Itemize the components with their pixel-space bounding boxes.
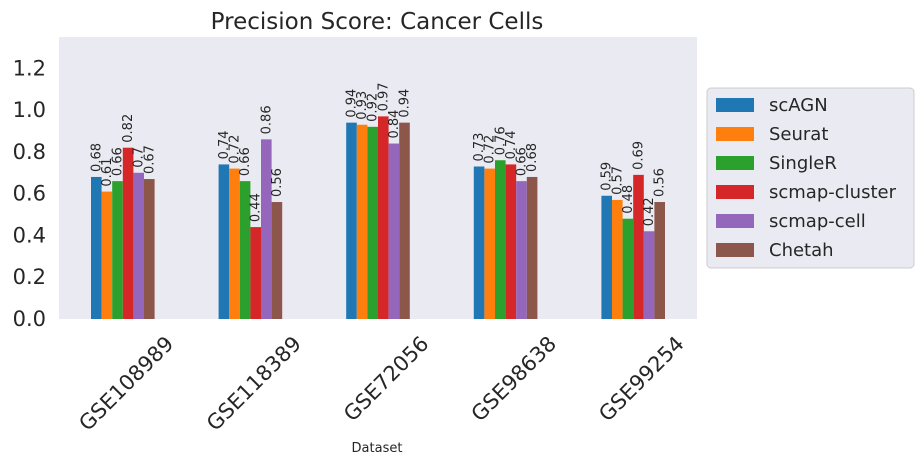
bar-value-label: 0.84 <box>387 110 402 139</box>
legend-items: scAGN Seurat SingleR scmap-cluster scmap-cel… <box>716 95 897 261</box>
bar-value-label: 0.86 <box>259 105 274 134</box>
y-tick-label: 0.0 <box>13 307 46 331</box>
bar-value-label: 0.59 <box>600 162 615 191</box>
bar-value-label: 0.61 <box>100 158 115 187</box>
x-axis-label: Dataset <box>352 441 403 456</box>
bar-scmap-cell <box>133 172 144 319</box>
bar-scagn <box>473 166 485 319</box>
bar-singler <box>622 218 634 319</box>
bar-value-label: 0.94 <box>345 89 360 118</box>
bar-scmap-cell <box>388 143 400 319</box>
bar-value-label: 0.72 <box>228 135 243 164</box>
bar-chetah <box>144 179 155 319</box>
bar-seurat <box>229 168 240 319</box>
bar-singler <box>495 160 506 319</box>
bar-scmap-cell <box>261 139 272 319</box>
bar-value-label: 0.68 <box>89 143 104 172</box>
legend-swatch <box>716 98 754 112</box>
bar-chetah <box>526 176 538 319</box>
bar-scmap-cell <box>516 181 527 319</box>
legend-swatch <box>716 156 754 170</box>
bar-value-label: 0.68 <box>525 143 540 172</box>
bar-value-label: 0.93 <box>355 91 370 120</box>
bar-value-label: 0.92 <box>366 93 381 122</box>
chart-title: Precision Score: Cancer Cells <box>211 9 544 35</box>
x-tick-label: GSE98638 <box>467 332 562 427</box>
bar-value-label: 0.56 <box>653 168 668 197</box>
bar-scagn <box>91 176 102 319</box>
legend-label: scmap-cell <box>769 211 866 232</box>
bar-value-label: 0.82 <box>121 114 136 143</box>
bar-value-label: 0.48 <box>621 185 636 214</box>
bar-seurat <box>612 199 623 319</box>
legend-label: SingleR <box>769 153 837 174</box>
bar-value-label: 0.69 <box>632 141 647 170</box>
bar-value-label: 0.44 <box>249 193 264 222</box>
y-axis: 0.0 0.2 0.4 0.6 0.8 1.0 1.2 <box>13 56 46 331</box>
bar-value-label: 0.66 <box>515 147 530 176</box>
bar-singler <box>367 126 378 319</box>
bar-value-label: 0.94 <box>398 89 413 118</box>
bar-chetah <box>399 122 410 320</box>
bar-scagn <box>218 164 230 319</box>
x-tick-label: GSE99254 <box>594 332 689 427</box>
y-tick-label: 0.6 <box>13 182 46 206</box>
bar-value-label: 0.76 <box>493 126 508 155</box>
legend-swatch <box>716 185 754 199</box>
legend-label: scmap-cluster <box>769 182 897 203</box>
legend-label: Chetah <box>769 240 834 261</box>
bar-seurat <box>101 191 113 319</box>
bar-value-label: 0.66 <box>238 147 253 176</box>
x-tick-label: GSE108989 <box>74 332 178 436</box>
bar-value-label: 0.56 <box>270 168 285 197</box>
bar-scmap-cluster <box>378 116 389 319</box>
bar-scmap-cluster <box>505 164 517 319</box>
legend-swatch <box>716 243 754 257</box>
legend-frame <box>706 87 915 269</box>
bar-chetah <box>271 202 283 319</box>
x-axis: GSE108989 GSE118389 GSE72056 GSE98638 GSE992… <box>74 332 688 436</box>
bar-value-label: 0.42 <box>642 197 657 226</box>
bar-scagn <box>601 195 612 319</box>
bar-value-label: 0.67 <box>142 145 157 174</box>
bar-chetah <box>654 202 665 319</box>
bar-value-label: 0.74 <box>504 130 519 159</box>
bar-value-label: 0.97 <box>376 82 391 111</box>
bar-value-label: 0.72 <box>483 135 498 164</box>
bar-scmap-cluster <box>250 227 261 319</box>
bar-scmap-cell <box>643 231 655 319</box>
bar-singler <box>239 181 251 319</box>
bar-value-label: 0.57 <box>610 166 625 195</box>
bar-scmap-cluster <box>122 147 134 319</box>
legend-label: Seurat <box>769 124 828 145</box>
legend: scAGN Seurat SingleR scmap-cluster scmap-cel… <box>706 87 915 269</box>
bar-value-label: 0.73 <box>472 133 487 162</box>
y-tick-label: 0.4 <box>13 223 46 247</box>
legend-swatch <box>716 127 754 141</box>
bar-singler <box>112 181 123 319</box>
y-tick-label: 1.2 <box>13 56 46 80</box>
value-labels-layer: 0.680.610.660.820.70.670.740.720.660.440… <box>89 82 667 226</box>
bar-value-label: 0.7 <box>132 147 147 168</box>
y-tick-label: 0.2 <box>13 265 46 289</box>
bar-scagn <box>346 122 357 320</box>
bar-seurat <box>484 168 495 319</box>
bar-value-label: 0.66 <box>111 147 126 176</box>
y-tick-label: 0.8 <box>13 140 46 164</box>
bar-scmap-cluster <box>633 174 644 319</box>
legend-swatch <box>716 214 754 228</box>
bar-value-label: 0.74 <box>217 130 232 159</box>
y-tick-label: 1.0 <box>13 98 46 122</box>
bar-seurat <box>356 124 368 319</box>
x-tick-label: GSE72056 <box>339 332 434 427</box>
bars-layer <box>91 116 665 320</box>
legend-label: scAGN <box>769 95 828 116</box>
x-tick-label: GSE118389 <box>202 332 306 436</box>
